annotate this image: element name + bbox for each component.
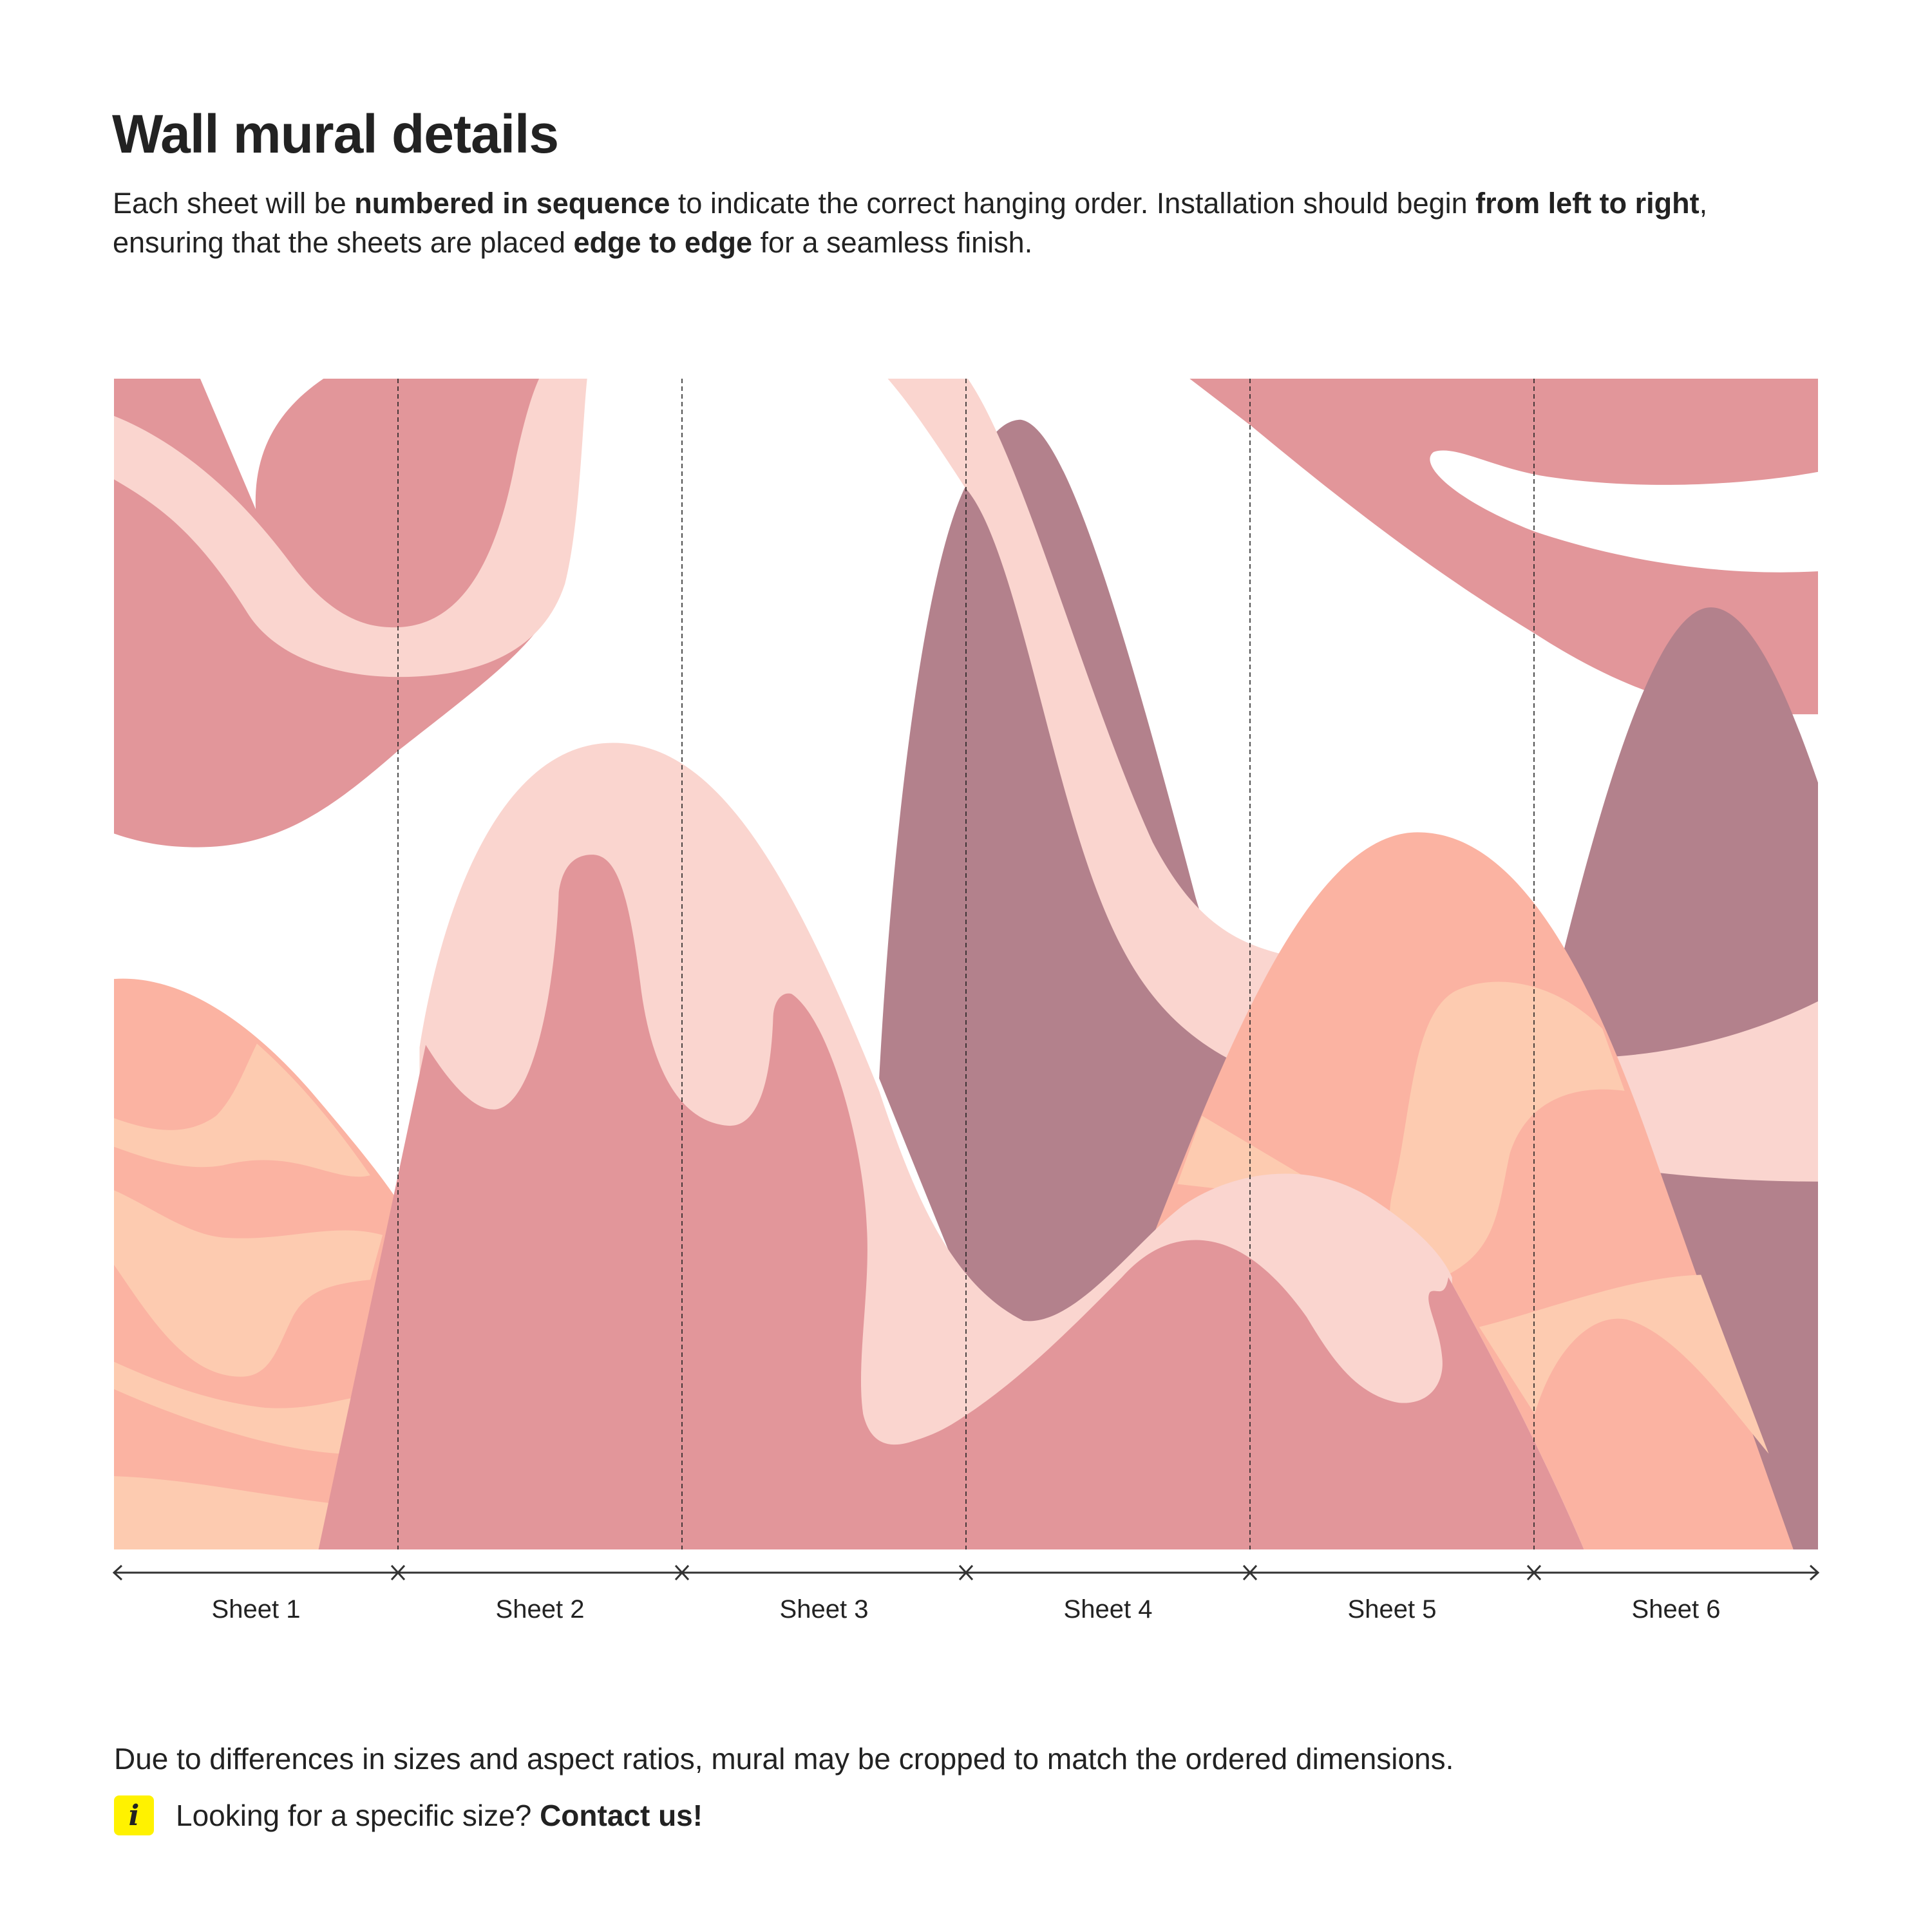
cross-mark-icon <box>1242 1564 1258 1581</box>
sheet-label-6: Sheet 6 <box>1631 1595 1721 1624</box>
mural-shape-peach-band <box>1177 1115 1307 1191</box>
mural-shape-top-right-gap <box>1430 450 1818 573</box>
sheet-label-1: Sheet 1 <box>211 1595 301 1624</box>
mural-shape-peach-blob <box>1389 981 1625 1278</box>
mural-shape-left-stripe <box>114 1476 334 1549</box>
intro-text: Each sheet will be <box>113 187 355 220</box>
intro-bold: from left to right <box>1475 187 1700 220</box>
contact-us-link[interactable]: Contact us! <box>540 1799 703 1832</box>
intro-line-1: Each sheet will be numbered in sequence … <box>113 184 1839 223</box>
intro-text: ensuring that the sheets are placed <box>113 226 574 259</box>
mural-shape-left-stripe <box>114 1043 370 1177</box>
sheet-label-5: Sheet 5 <box>1347 1595 1437 1624</box>
contact-question: Looking for a specific size? <box>176 1799 540 1832</box>
sheet-dividers <box>398 379 1534 1549</box>
mural-shape-central-dusty <box>318 855 1584 1549</box>
contact-text: Looking for a specific size? Contact us! <box>176 1797 703 1833</box>
mural-shape-center-mauve-peak <box>879 419 1248 1321</box>
mural-shape-top-left-band <box>114 379 587 677</box>
crop-note: Due to differences in sizes and aspect r… <box>114 1742 1454 1776</box>
cross-mark-icon <box>1526 1564 1542 1581</box>
contact-row: i Looking for a specific size? Contact u… <box>114 1795 703 1835</box>
intro-paragraph: Each sheet will be numbered in sequence … <box>113 184 1839 262</box>
mural-shape-top-right-swoosh <box>1189 379 1818 715</box>
intro-text: for a seamless finish. <box>752 226 1033 259</box>
intro-line-2: ensuring that the sheets are placed edge… <box>113 223 1839 262</box>
mural-shape-peach-band-lower <box>1479 1274 1769 1454</box>
mural-preview <box>114 379 1818 1549</box>
intro-bold: edge to edge <box>573 226 753 259</box>
sheet-label-3: Sheet 3 <box>779 1595 869 1624</box>
cross-mark-icon <box>674 1564 690 1581</box>
mural-shape-left-stripe <box>114 1190 383 1377</box>
sheet-axis <box>112 1564 1820 1581</box>
page-title: Wall mural details <box>112 104 559 164</box>
arrow-left-icon <box>112 1564 123 1581</box>
intro-text: , <box>1699 187 1708 220</box>
mural-shape-left-stripe <box>114 1361 354 1454</box>
sheet-label-4: Sheet 4 <box>1063 1595 1153 1624</box>
cross-mark-icon <box>958 1564 974 1581</box>
intro-text: to indicate the correct hanging order. I… <box>670 187 1476 220</box>
intro-bold: numbered in sequence <box>354 187 670 220</box>
sheet-label-2: Sheet 2 <box>495 1595 585 1624</box>
cross-mark-icon <box>390 1564 406 1581</box>
info-icon: i <box>114 1795 154 1835</box>
arrow-right-icon <box>1809 1564 1820 1581</box>
